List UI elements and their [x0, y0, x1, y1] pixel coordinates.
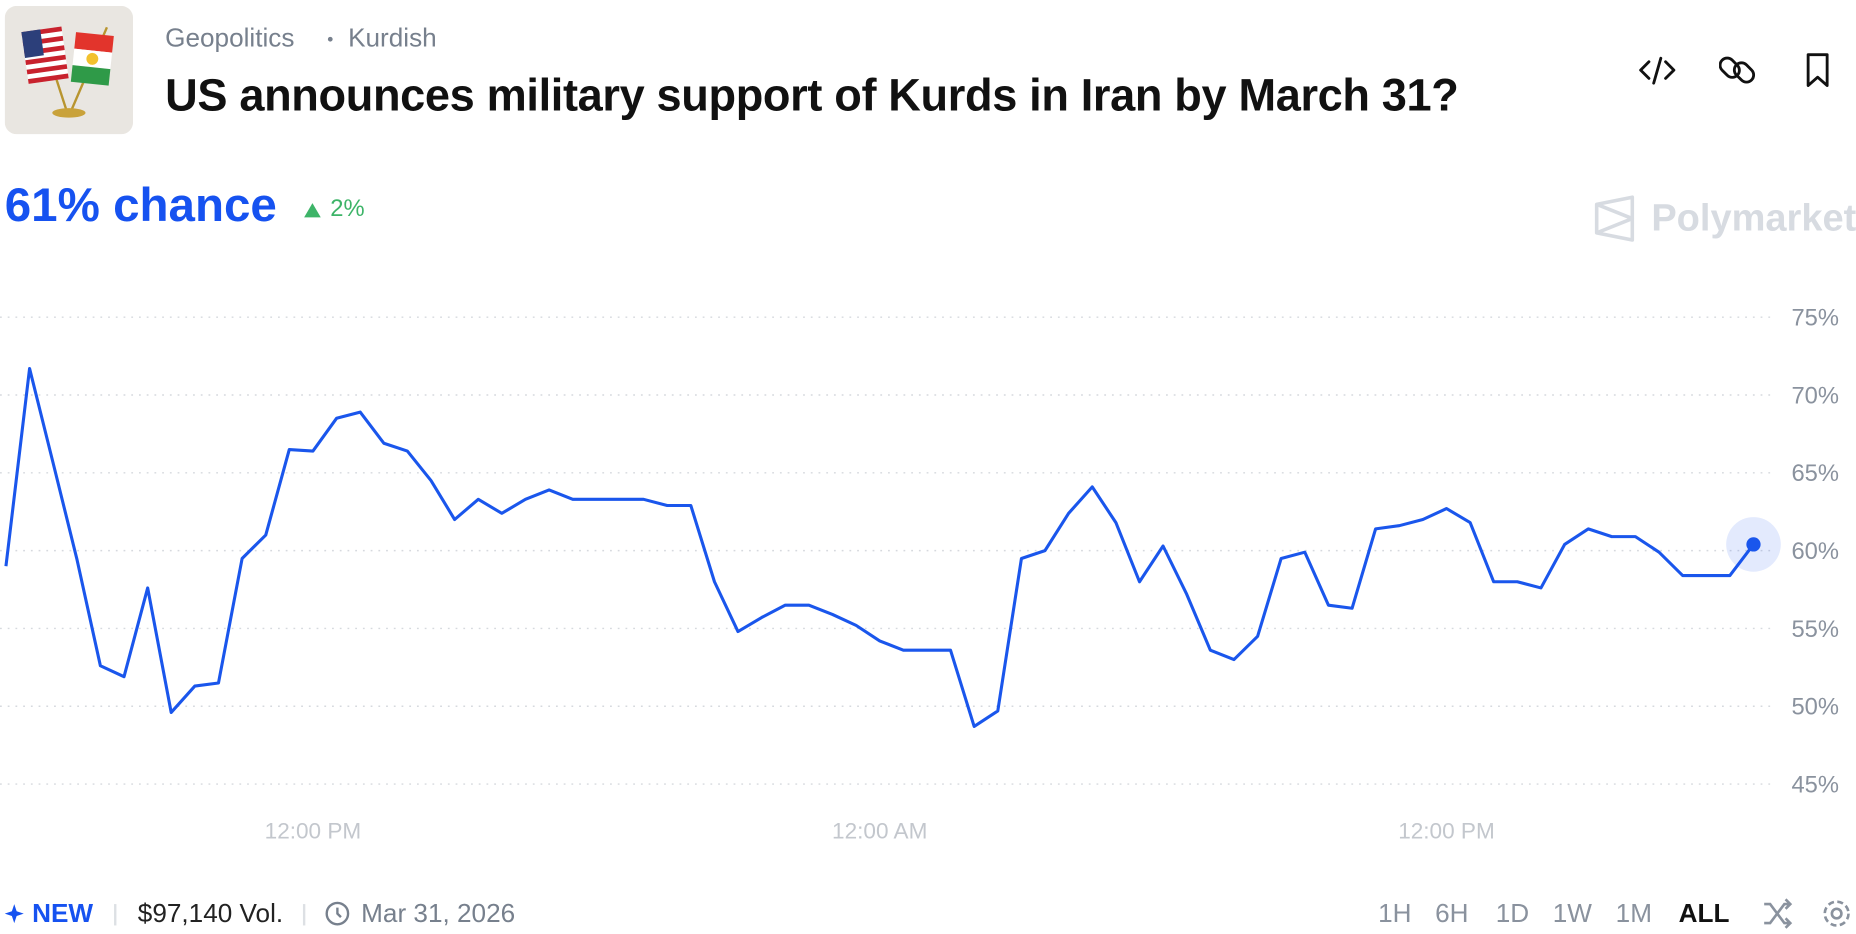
market-image: [4, 5, 134, 135]
copy-link-button[interactable]: [1719, 51, 1757, 89]
new-badge: NEW: [32, 898, 94, 928]
end-date: Mar 31, 2026: [361, 898, 516, 928]
market-title: US announces military support of Kurds i…: [165, 71, 1459, 122]
x-tick-label: 12:00 AM: [832, 819, 927, 844]
brand-logo: [1594, 195, 1635, 242]
price-chart: 45% 50% 55% 60% 65% 70% 75% 12:00 PM 12:00 AM 12:…: [0, 305, 1839, 844]
chance-value: 61% chance: [4, 179, 277, 232]
range-button[interactable]: 1D: [1495, 898, 1530, 928]
last-point: [1746, 537, 1761, 552]
y-tick-label: 70%: [1791, 382, 1839, 409]
up-arrow: [304, 203, 321, 218]
chance-change: 2%: [330, 196, 365, 223]
range-button[interactable]: 1W: [1552, 898, 1592, 928]
y-tick-label: 55%: [1791, 616, 1839, 643]
bookmark-button[interactable]: [1803, 51, 1834, 89]
y-tick-label: 50%: [1791, 694, 1839, 721]
subcategory-link[interactable]: Kurdish: [348, 22, 437, 53]
settings-button[interactable]: [1820, 897, 1853, 930]
divider: [114, 904, 117, 926]
clock-icon: [325, 901, 350, 926]
brand-name: Polymarket: [1651, 196, 1856, 239]
range-button[interactable]: 1M: [1615, 898, 1652, 928]
separator-dot: [327, 36, 333, 42]
range-button[interactable]: 6H: [1435, 898, 1469, 928]
category-link[interactable]: Geopolitics: [165, 22, 295, 53]
divider: [302, 904, 306, 926]
range-button[interactable]: ALL: [1678, 898, 1730, 928]
compare-button[interactable]: [1761, 898, 1794, 929]
x-tick-label: 12:00 PM: [1398, 819, 1495, 844]
y-tick-label: 45%: [1791, 771, 1839, 798]
volume: $97,140 Vol.: [137, 898, 284, 928]
embed-button[interactable]: [1637, 52, 1677, 88]
y-tick-label: 60%: [1791, 538, 1839, 565]
y-tick-label: 65%: [1791, 460, 1839, 487]
x-tick-label: 12:00 PM: [265, 819, 362, 844]
y-tick-label: 75%: [1791, 305, 1839, 332]
range-button[interactable]: 1H: [1378, 898, 1412, 928]
new-icon: [4, 904, 24, 924]
price-line: [4, 366, 1755, 729]
